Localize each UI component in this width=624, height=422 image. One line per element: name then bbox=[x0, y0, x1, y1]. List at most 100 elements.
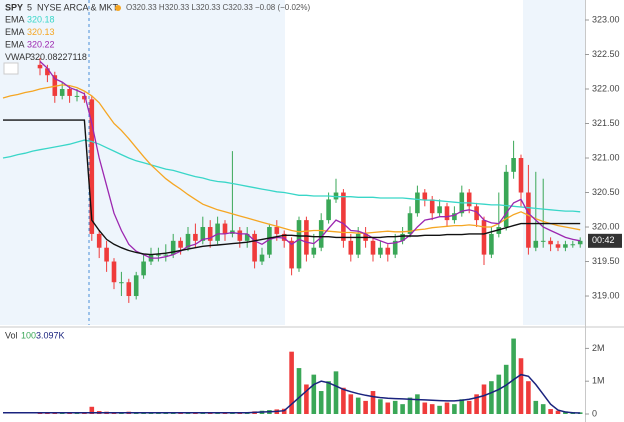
candle-body bbox=[429, 199, 435, 214]
candle-body bbox=[126, 282, 132, 297]
candle-body bbox=[133, 275, 139, 297]
y-tick-label: 322.50 bbox=[592, 49, 620, 59]
volume-ma-line bbox=[3, 373, 581, 414]
y-tick-label: 2M bbox=[592, 343, 605, 353]
candle-body bbox=[267, 227, 272, 255]
candle-body bbox=[37, 64, 43, 69]
candle-body bbox=[119, 282, 124, 284]
volume-bar bbox=[348, 394, 354, 414]
candle-body bbox=[341, 192, 346, 241]
candle-body bbox=[89, 99, 95, 234]
y-tick-label: 320.50 bbox=[592, 187, 620, 197]
volume-bar bbox=[466, 400, 472, 414]
candle-body bbox=[156, 254, 161, 256]
legend-value: 320.22 bbox=[27, 39, 55, 49]
candle-body bbox=[518, 158, 524, 193]
candle-body bbox=[141, 261, 146, 276]
y-tick-label: 321.50 bbox=[592, 118, 620, 128]
candle-body bbox=[193, 233, 198, 241]
volume-bar bbox=[415, 394, 420, 414]
volume-bar bbox=[489, 381, 494, 414]
volume-bar bbox=[444, 402, 450, 414]
y-tick-label: 1M bbox=[592, 376, 605, 386]
interval: 5 bbox=[27, 2, 32, 12]
volume-bar bbox=[59, 413, 65, 414]
volume-bar bbox=[333, 371, 339, 414]
y-tick-label: 319.00 bbox=[592, 290, 620, 300]
candle-body bbox=[237, 230, 243, 241]
candle-body bbox=[67, 89, 72, 96]
volume-bar bbox=[304, 384, 309, 414]
volume-bar bbox=[481, 384, 487, 414]
legend-value: 320.18 bbox=[27, 14, 55, 24]
candle-body bbox=[185, 233, 191, 248]
candle-body bbox=[563, 244, 568, 248]
candle-body bbox=[296, 220, 302, 269]
plot: 319.00 319.50 320.00 320.50 321.00 321.50 322.… bbox=[2, 14, 622, 418]
candle-body bbox=[82, 95, 87, 100]
exchange: NYSE ARCA & MKT bbox=[37, 2, 119, 12]
volume-bar bbox=[318, 391, 324, 414]
volume-bar bbox=[577, 412, 583, 414]
price-tag: 00:42 bbox=[592, 235, 615, 245]
volume-bar bbox=[555, 410, 561, 414]
candle-body bbox=[104, 247, 109, 262]
volume-bar bbox=[452, 404, 457, 414]
candle-body bbox=[170, 240, 176, 255]
candle-body bbox=[281, 233, 287, 241]
volume-bar bbox=[496, 374, 502, 414]
volume-bar bbox=[170, 413, 176, 414]
volume-bar bbox=[526, 381, 531, 414]
candle-body bbox=[548, 240, 553, 245]
candle-body bbox=[370, 240, 376, 255]
volume-bar bbox=[74, 413, 80, 414]
candle-body bbox=[481, 220, 487, 255]
volume-bar bbox=[511, 338, 516, 414]
price-tag-box bbox=[588, 233, 622, 248]
candle-body bbox=[304, 220, 309, 255]
candle-body bbox=[570, 244, 576, 246]
candle-body bbox=[355, 233, 361, 255]
volume-bar bbox=[341, 387, 346, 414]
candle-body bbox=[422, 192, 428, 200]
volume-bar bbox=[422, 402, 428, 414]
candle-body bbox=[52, 75, 58, 96]
candle-body bbox=[259, 254, 265, 262]
candle-body bbox=[489, 233, 494, 255]
candle-body bbox=[415, 192, 420, 214]
legend: SPY 5 NYSE ARCA & MKT O320.33 H320.33 L3… bbox=[3, 2, 310, 340]
volume-bar bbox=[355, 397, 361, 414]
volume-bar bbox=[311, 374, 317, 414]
volume-ma-length: 100 bbox=[21, 330, 36, 340]
volume-bar bbox=[503, 364, 509, 414]
candle-body bbox=[533, 240, 539, 248]
candle-body bbox=[318, 220, 324, 248]
market-status bbox=[115, 5, 121, 11]
candle-body bbox=[59, 89, 65, 96]
volume-bar bbox=[363, 400, 368, 414]
candle-body bbox=[385, 247, 391, 255]
y-tick-label: 319.50 bbox=[592, 256, 620, 266]
candle-body bbox=[526, 192, 531, 248]
candle-body bbox=[452, 213, 457, 221]
candle-body bbox=[244, 233, 250, 241]
candle-body bbox=[540, 240, 546, 242]
candle-body bbox=[178, 240, 183, 248]
legend-name: EMA bbox=[5, 39, 25, 49]
legend-name: VWAP bbox=[5, 52, 31, 62]
volume-bar bbox=[474, 394, 479, 414]
collapse-button[interactable] bbox=[3, 62, 19, 75]
volume-bar bbox=[437, 405, 442, 414]
volume-title: Vol bbox=[5, 330, 18, 340]
candle-body bbox=[378, 247, 383, 255]
volume-bar bbox=[193, 413, 198, 414]
y-tick-label: 0 bbox=[592, 408, 597, 418]
y-tick-label: 322.00 bbox=[592, 83, 620, 93]
legend-value: 320.13 bbox=[27, 27, 55, 37]
candle-body bbox=[111, 261, 117, 283]
candle-body bbox=[252, 233, 257, 262]
candle-body bbox=[163, 254, 169, 256]
volume-bar bbox=[89, 406, 95, 414]
